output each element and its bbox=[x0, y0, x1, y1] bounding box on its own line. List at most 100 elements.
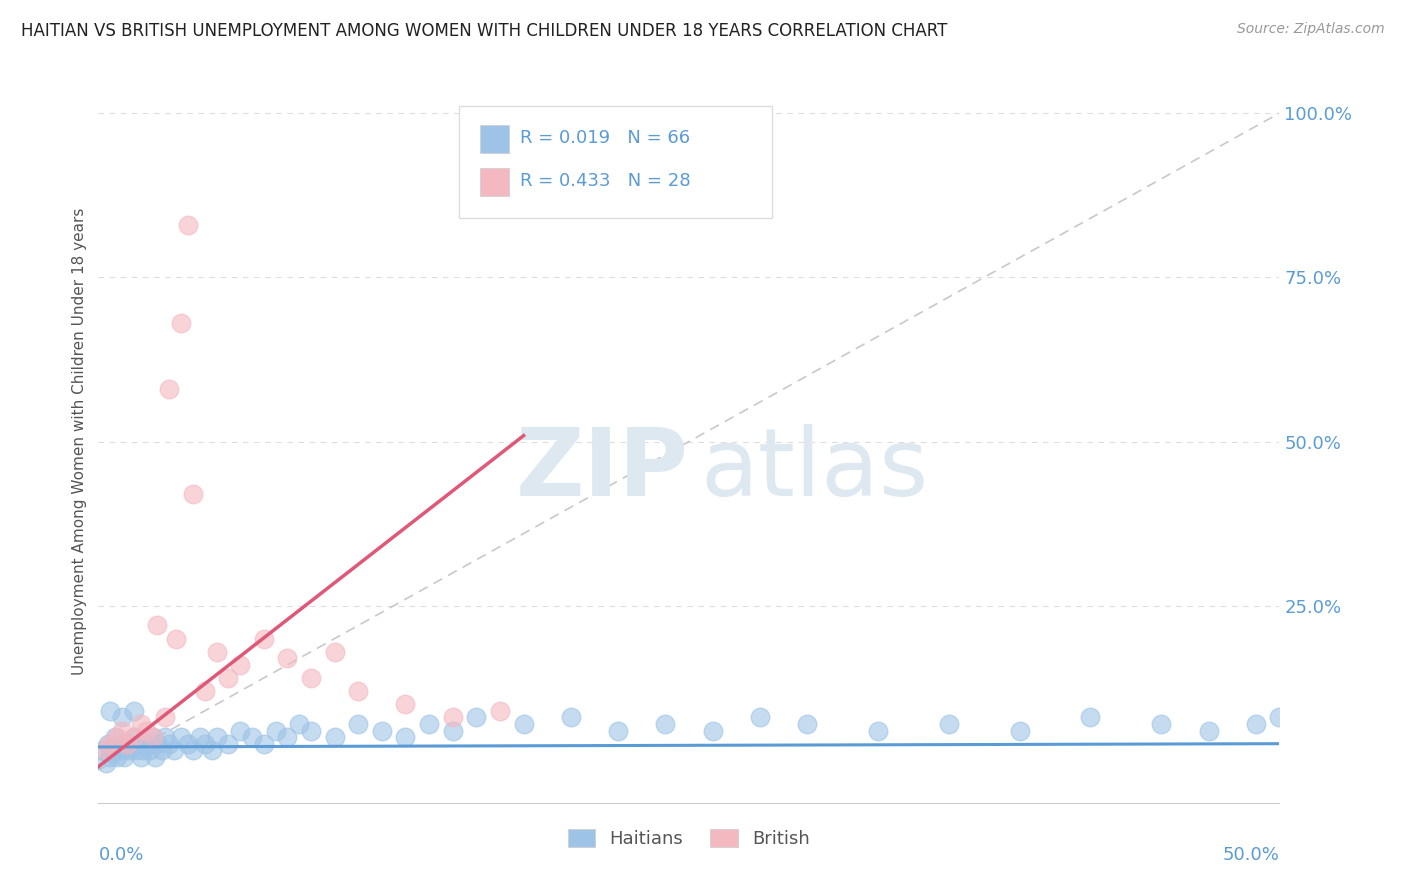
Point bbox=[194, 737, 217, 751]
Point bbox=[105, 730, 128, 744]
Text: 50.0%: 50.0% bbox=[1223, 847, 1279, 864]
Point bbox=[165, 632, 187, 646]
Point bbox=[98, 737, 121, 751]
Point bbox=[97, 737, 120, 751]
Point bbox=[240, 730, 263, 744]
Point bbox=[157, 382, 180, 396]
Point bbox=[108, 737, 131, 751]
Text: HAITIAN VS BRITISH UNEMPLOYMENT AMONG WOMEN WITH CHILDREN UNDER 18 YEARS CORRELA: HAITIAN VS BRITISH UNEMPLOYMENT AMONG WO… bbox=[21, 22, 948, 40]
Point bbox=[115, 737, 138, 751]
Point bbox=[111, 710, 134, 724]
Point bbox=[276, 730, 298, 744]
Point bbox=[702, 723, 724, 738]
Point bbox=[201, 743, 224, 757]
Point bbox=[654, 717, 676, 731]
Point bbox=[146, 737, 169, 751]
Point bbox=[253, 632, 276, 646]
Point bbox=[229, 657, 252, 672]
Point bbox=[299, 671, 322, 685]
Legend: Haitians, British: Haitians, British bbox=[561, 822, 817, 855]
Point bbox=[146, 618, 169, 632]
Point bbox=[139, 743, 162, 757]
Point bbox=[394, 698, 416, 712]
Point bbox=[129, 717, 152, 731]
Point bbox=[205, 645, 228, 659]
Point bbox=[1244, 717, 1267, 731]
Point bbox=[135, 723, 157, 738]
Point bbox=[142, 730, 165, 744]
Point bbox=[122, 704, 145, 718]
Point bbox=[111, 723, 134, 738]
Point bbox=[153, 730, 176, 744]
Point bbox=[347, 717, 370, 731]
Text: Source: ZipAtlas.com: Source: ZipAtlas.com bbox=[1237, 22, 1385, 37]
Point bbox=[441, 710, 464, 724]
Point bbox=[465, 710, 488, 724]
Point bbox=[122, 730, 145, 744]
Point bbox=[217, 737, 239, 751]
Point bbox=[125, 743, 148, 757]
Point bbox=[181, 487, 204, 501]
Point bbox=[276, 651, 298, 665]
Text: 0.0%: 0.0% bbox=[98, 847, 143, 864]
Point bbox=[264, 723, 287, 738]
Point bbox=[323, 730, 346, 744]
Point bbox=[153, 710, 176, 724]
Point bbox=[98, 749, 121, 764]
Point bbox=[94, 756, 117, 771]
Point bbox=[143, 749, 166, 764]
Point bbox=[112, 749, 135, 764]
Point bbox=[288, 717, 311, 731]
Point bbox=[441, 723, 464, 738]
Text: atlas: atlas bbox=[700, 425, 929, 516]
Bar bbox=[479, 169, 509, 196]
Point bbox=[128, 737, 150, 751]
Point bbox=[796, 717, 818, 731]
FancyBboxPatch shape bbox=[458, 105, 772, 218]
Point bbox=[1150, 717, 1173, 731]
Point bbox=[347, 684, 370, 698]
Point bbox=[105, 749, 128, 764]
Point bbox=[177, 737, 200, 751]
Point bbox=[1268, 710, 1291, 724]
Y-axis label: Unemployment Among Women with Children Under 18 years: Unemployment Among Women with Children U… bbox=[72, 208, 87, 675]
Point bbox=[418, 717, 440, 731]
Point bbox=[129, 749, 152, 764]
Point bbox=[323, 645, 346, 659]
Point bbox=[177, 218, 200, 232]
Point bbox=[394, 730, 416, 744]
Text: R = 0.019   N = 66: R = 0.019 N = 66 bbox=[520, 129, 690, 147]
Point bbox=[938, 717, 960, 731]
Text: R = 0.433   N = 28: R = 0.433 N = 28 bbox=[520, 172, 690, 190]
Point bbox=[170, 316, 193, 330]
Point bbox=[1008, 723, 1031, 738]
Point bbox=[115, 737, 138, 751]
Text: ZIP: ZIP bbox=[516, 425, 689, 516]
Point bbox=[1080, 710, 1102, 724]
Point bbox=[181, 743, 204, 757]
Point bbox=[170, 730, 193, 744]
Point bbox=[205, 730, 228, 744]
Point bbox=[135, 737, 157, 751]
Point bbox=[111, 743, 134, 757]
Point bbox=[118, 743, 141, 757]
Point bbox=[371, 723, 394, 738]
Point bbox=[253, 737, 276, 751]
Point bbox=[489, 704, 512, 718]
Point bbox=[150, 743, 173, 757]
Point bbox=[866, 723, 889, 738]
Point bbox=[142, 730, 165, 744]
Point bbox=[157, 737, 180, 751]
Point bbox=[607, 723, 630, 738]
Point bbox=[101, 743, 124, 757]
Point bbox=[104, 730, 127, 744]
Point bbox=[560, 710, 582, 724]
Point bbox=[229, 723, 252, 738]
Point bbox=[299, 723, 322, 738]
Point bbox=[122, 730, 145, 744]
Point bbox=[132, 743, 155, 757]
Point bbox=[1198, 723, 1220, 738]
Point bbox=[194, 684, 217, 698]
Point bbox=[748, 710, 770, 724]
Point bbox=[98, 704, 121, 718]
